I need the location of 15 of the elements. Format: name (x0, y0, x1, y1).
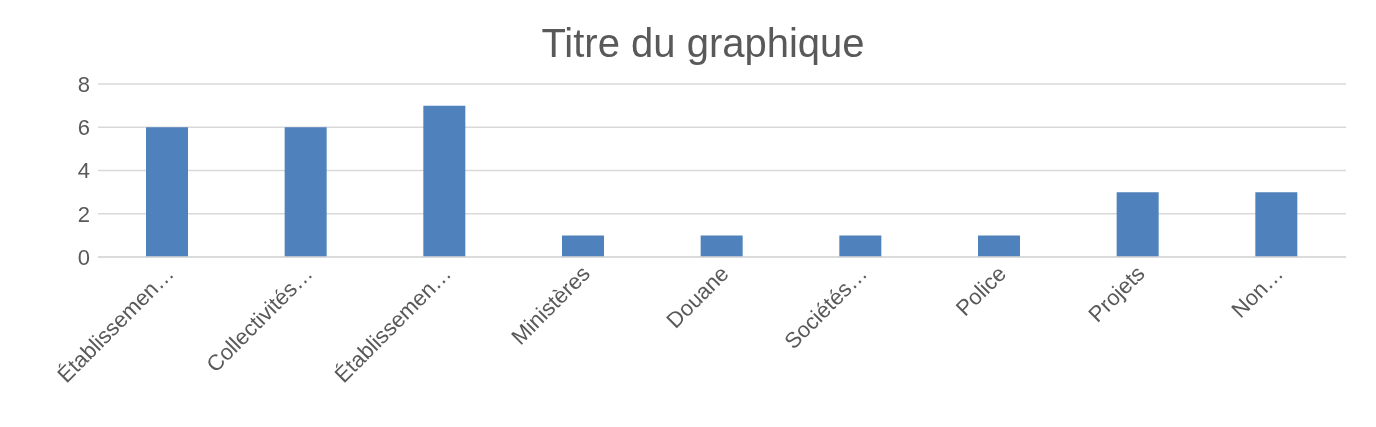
bar (978, 235, 1020, 257)
bar (700, 235, 743, 257)
bar (146, 127, 188, 257)
bar (562, 235, 604, 257)
bar (284, 127, 327, 257)
y-tick-label: 0 (77, 244, 90, 270)
y-tick-label: 2 (77, 201, 90, 227)
y-tick-label: 8 (77, 71, 90, 97)
bar (1116, 192, 1159, 257)
bar (1255, 192, 1298, 257)
y-tick-label: 4 (77, 158, 90, 184)
bar (839, 235, 882, 257)
chart-title: Titre du graphique (540, 20, 866, 65)
y-tick-label: 6 (77, 115, 90, 141)
bar (423, 105, 466, 257)
